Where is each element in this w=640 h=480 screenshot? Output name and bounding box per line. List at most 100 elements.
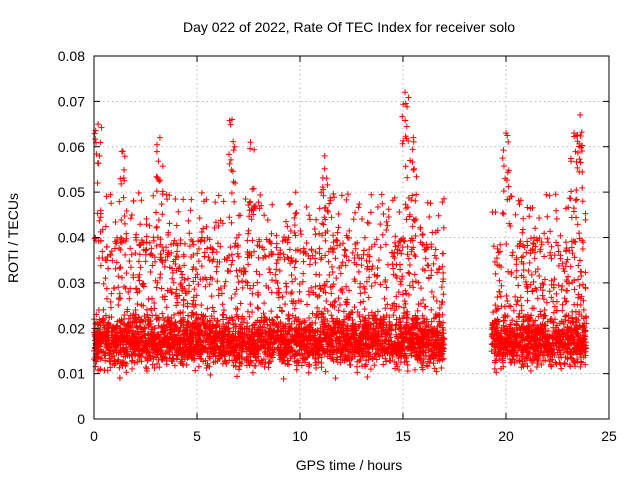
data-point <box>256 271 263 278</box>
data-point <box>414 307 421 314</box>
data-point <box>383 226 390 233</box>
data-point <box>273 266 280 273</box>
data-point <box>412 253 419 260</box>
data-point <box>321 283 328 290</box>
data-point <box>215 292 222 299</box>
data-point <box>166 220 173 227</box>
data-point <box>582 216 589 223</box>
data-point <box>117 295 124 302</box>
data-point <box>327 284 334 291</box>
data-point <box>499 209 506 216</box>
data-point <box>567 263 574 270</box>
data-point <box>559 301 566 308</box>
data-point <box>561 360 568 367</box>
data-point <box>357 299 364 306</box>
data-point <box>142 354 149 361</box>
data-point <box>274 314 281 321</box>
data-point <box>385 337 392 344</box>
data-point <box>120 360 127 367</box>
data-point <box>352 245 359 252</box>
data-point <box>322 237 329 244</box>
data-point <box>409 278 416 285</box>
data-point <box>438 364 445 371</box>
data-point <box>234 273 241 280</box>
data-point <box>251 362 258 369</box>
data-point <box>254 317 261 324</box>
chart-title: Day 022 of 2022, Rate Of TEC Index for r… <box>183 19 515 35</box>
data-point <box>276 267 283 274</box>
data-point <box>115 273 122 280</box>
data-point <box>403 358 410 365</box>
data-point <box>292 210 299 217</box>
data-point <box>173 286 180 293</box>
data-point <box>356 200 363 207</box>
data-point <box>209 304 216 311</box>
data-point <box>576 230 583 237</box>
data-point <box>147 269 154 276</box>
data-point <box>351 304 358 311</box>
data-point <box>546 192 553 199</box>
data-point <box>439 199 446 206</box>
data-point <box>92 235 99 242</box>
data-point <box>343 283 350 290</box>
data-point <box>286 201 293 208</box>
data-point <box>230 324 237 331</box>
data-point <box>548 243 555 250</box>
data-point <box>261 212 268 219</box>
data-point <box>562 239 569 246</box>
data-point <box>558 286 565 293</box>
data-point <box>337 270 344 277</box>
data-point <box>116 265 123 272</box>
data-point <box>510 307 517 314</box>
data-point <box>492 209 499 216</box>
data-point <box>525 267 532 274</box>
data-point <box>490 243 497 250</box>
data-point <box>503 241 510 248</box>
data-point <box>164 287 171 294</box>
data-point <box>153 242 160 249</box>
data-point <box>337 301 344 308</box>
data-point <box>94 160 101 167</box>
data-point <box>169 269 176 276</box>
data-point <box>284 357 291 364</box>
data-point <box>263 236 270 243</box>
data-point <box>97 207 104 214</box>
data-point <box>513 301 520 308</box>
data-point <box>164 253 171 260</box>
data-point <box>346 287 353 294</box>
data-point <box>204 360 211 367</box>
data-point <box>412 232 419 239</box>
data-point <box>389 302 396 309</box>
data-point <box>137 221 144 228</box>
data-point <box>228 294 235 301</box>
data-point <box>270 319 277 326</box>
data-point <box>390 265 397 272</box>
data-point <box>256 236 263 243</box>
data-point <box>103 193 110 200</box>
data-point <box>359 215 366 222</box>
data-point <box>205 254 212 261</box>
data-point <box>532 225 539 232</box>
data-point <box>518 302 525 309</box>
data-point <box>526 213 533 220</box>
data-point <box>548 255 555 262</box>
data-point <box>291 264 298 271</box>
data-point <box>127 215 134 222</box>
data-point <box>541 253 548 260</box>
data-point <box>150 192 157 199</box>
data-point <box>355 204 362 211</box>
data-point <box>237 300 244 307</box>
data-point <box>157 250 164 257</box>
data-point <box>115 301 122 308</box>
data-point <box>95 121 102 128</box>
data-point <box>138 301 145 308</box>
data-point <box>103 295 110 302</box>
data-point <box>296 288 303 295</box>
data-point <box>323 278 330 285</box>
data-point <box>107 191 114 198</box>
data-point <box>228 251 235 258</box>
data-point <box>163 191 170 198</box>
data-point <box>358 262 365 269</box>
data-point <box>433 298 440 305</box>
data-point <box>383 218 390 225</box>
